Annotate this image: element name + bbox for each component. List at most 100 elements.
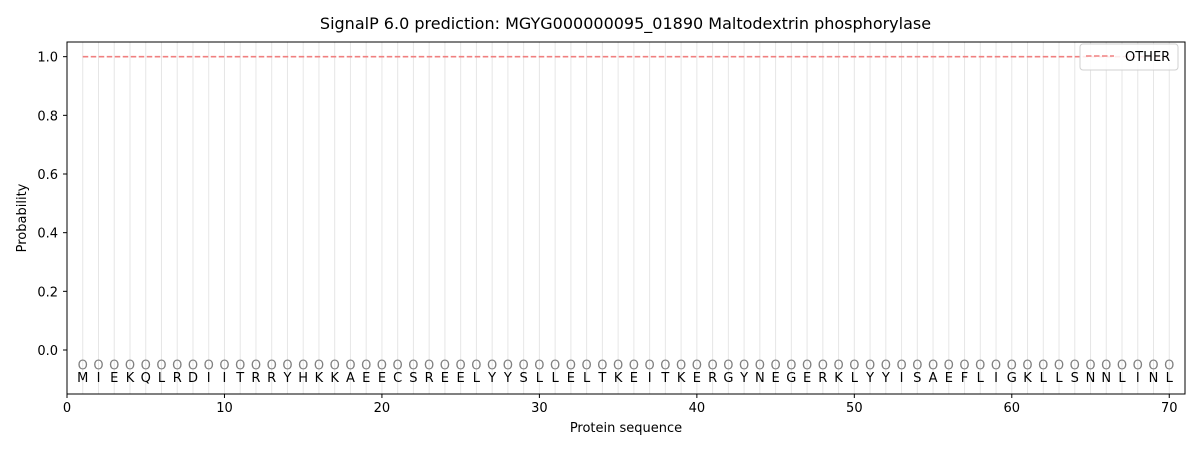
residue-label: K [677, 371, 686, 386]
prediction-label: O [267, 359, 277, 374]
residue-label: Q [141, 371, 151, 386]
residue-label: L [158, 371, 166, 386]
plot-frame [66, 41, 1186, 395]
prediction-label: O [597, 359, 607, 374]
prediction-label: O [849, 359, 859, 374]
residue-label: L [1118, 371, 1126, 386]
residue-label: K [834, 371, 843, 386]
residue-label: E [803, 371, 811, 386]
residue-label: L [1166, 371, 1174, 386]
residue-label: L [977, 371, 985, 386]
prediction-label: O [235, 359, 245, 374]
prediction-label: O [865, 359, 875, 374]
prediction-label: O [896, 359, 906, 374]
residue-label: Y [487, 371, 496, 386]
y-axis: 0.0 0.2 0.4 0.6 0.8 1.0 [37, 51, 67, 359]
y-tick-label: 0.6 [37, 168, 58, 183]
prediction-label: O [1007, 359, 1017, 374]
prediction-label: O [582, 359, 592, 374]
residue-label: E [771, 371, 779, 386]
residue-label: N [755, 371, 765, 386]
y-axis-label: Probability [15, 183, 30, 252]
prediction-label: O [1054, 359, 1064, 374]
prediction-label: O [944, 359, 954, 374]
prediction-label: O [786, 359, 796, 374]
prediction-label: O [78, 359, 88, 374]
x-tick-label: 70 [1161, 401, 1178, 416]
x-tick-label: 60 [1004, 401, 1021, 416]
prediction-label: O [739, 359, 749, 374]
residue-label: R [173, 371, 182, 386]
x-tick-label: 40 [689, 401, 706, 416]
residue-label: R [708, 371, 717, 386]
residue-label: S [1071, 371, 1079, 386]
residue-label: E [362, 371, 370, 386]
residue-label: I [994, 371, 998, 386]
residue-label: E [441, 371, 449, 386]
prediction-label: O [487, 359, 497, 374]
residue-label: I [1136, 371, 1140, 386]
residue-label: I [648, 371, 652, 386]
prediction-label: O [1117, 359, 1127, 374]
residue-label: E [567, 371, 575, 386]
prediction-label: O [755, 359, 765, 374]
residue-label: E [693, 371, 701, 386]
grid-lines [82, 42, 1170, 394]
prediction-label: O [991, 359, 1001, 374]
residue-label: E [378, 371, 386, 386]
y-tick-label: 1.0 [37, 51, 58, 66]
x-tick-label: 30 [531, 401, 548, 416]
x-axis: 0 10 20 30 40 50 60 70 [63, 394, 1178, 416]
residue-label: Y [865, 371, 874, 386]
y-tick-label: 0.8 [37, 109, 58, 124]
prediction-label: O [723, 359, 733, 374]
residue-label: L [1040, 371, 1048, 386]
prediction-label: O [282, 359, 292, 374]
residue-label: K [614, 371, 623, 386]
prediction-label: O [1133, 359, 1143, 374]
residue-label: S [520, 371, 528, 386]
residue-label: I [223, 371, 227, 386]
prediction-label: O [770, 359, 780, 374]
prediction-label: O [818, 359, 828, 374]
residue-label: F [961, 371, 968, 386]
residue-label: E [457, 371, 465, 386]
residue-label: I [97, 371, 101, 386]
prediction-label: O [519, 359, 529, 374]
residue-label: L [583, 371, 591, 386]
residue-label: Y [739, 371, 748, 386]
x-tick-label: 50 [846, 401, 863, 416]
prediction-label: O [534, 359, 544, 374]
residue-label: Y [282, 371, 291, 386]
prediction-label: O [613, 359, 623, 374]
y-tick-label: 0.0 [37, 344, 58, 359]
residue-label: Y [503, 371, 512, 386]
residue-label: Y [881, 371, 890, 386]
residue-label: K [315, 371, 324, 386]
prediction-label: O [692, 359, 702, 374]
residue-label: L [536, 371, 544, 386]
prediction-label: O [1148, 359, 1158, 374]
prediction-label: O [1101, 359, 1111, 374]
residue-label: G [723, 371, 733, 386]
residue-label: L [473, 371, 481, 386]
residue-label: S [409, 371, 417, 386]
prediction-label: O [188, 359, 198, 374]
residue-label: L [1055, 371, 1063, 386]
prediction-label: O [314, 359, 324, 374]
prediction-label: O [707, 359, 717, 374]
residue-label: N [1086, 371, 1096, 386]
prediction-label: O [204, 359, 214, 374]
prediction-label: O [881, 359, 891, 374]
residue-label: I [207, 371, 211, 386]
residue-label: T [660, 371, 669, 386]
prediction-label: O [1085, 359, 1095, 374]
prediction-label: O [393, 359, 403, 374]
prediction-label: O [503, 359, 513, 374]
residue-label: L [552, 371, 560, 386]
prediction-label: O [959, 359, 969, 374]
residue-label: R [251, 371, 260, 386]
prediction-label: O [676, 359, 686, 374]
